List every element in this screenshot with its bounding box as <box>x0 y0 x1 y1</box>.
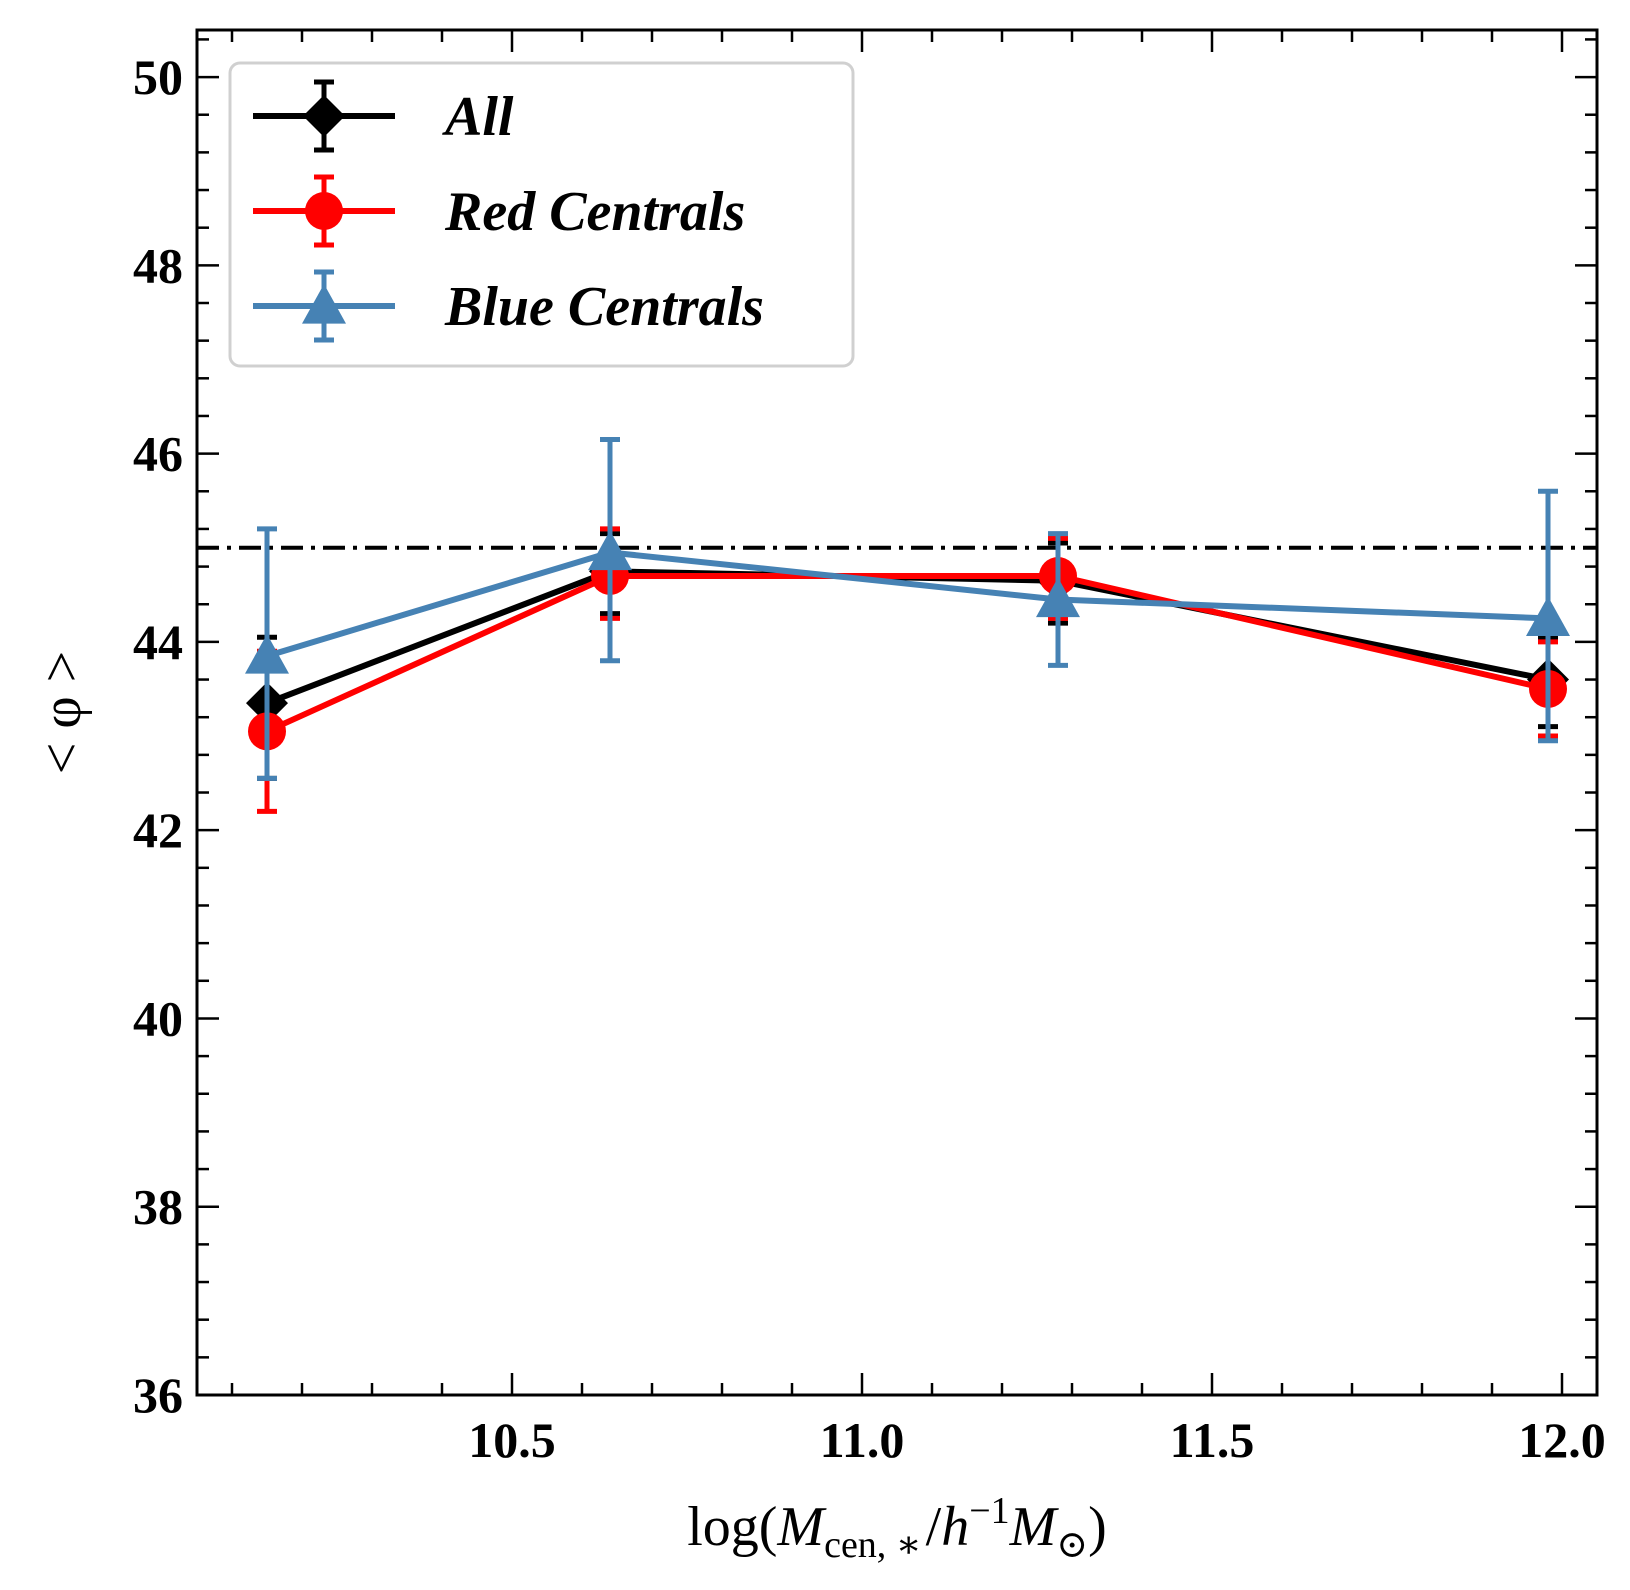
series-line <box>266 549 1549 659</box>
y-tick-label: 48 <box>133 237 183 293</box>
x-label-sub1: cen, ∗ <box>824 1524 922 1566</box>
legend-entries: All Red Centrals Blue Centrals <box>253 79 764 343</box>
x-label-prefix: log( <box>687 1496 777 1558</box>
x-tick-label: 11.0 <box>820 1412 905 1468</box>
x-tick-label: 12.0 <box>1518 1412 1606 1468</box>
legend-label: Blue Centrals <box>444 276 764 338</box>
x-label-m2: M <box>1009 1496 1060 1558</box>
x-label-slash: / <box>926 1496 942 1558</box>
legend-marker <box>305 192 343 230</box>
x-tick-label: 10.5 <box>468 1412 556 1468</box>
data-point <box>1526 596 1570 636</box>
legend-label: Red Centrals <box>444 181 745 243</box>
x-label-m: M <box>776 1496 827 1558</box>
legend-label: All <box>442 86 514 148</box>
legend-entry: All <box>253 79 514 153</box>
data-point <box>245 634 289 674</box>
ticks-layer: 10.5 11.0 11.5 12.0 36 38 40 42 44 46 48 50 <box>133 30 1606 1468</box>
plot-frame <box>195 28 1599 1397</box>
y-tick-label: 50 <box>133 49 183 105</box>
y-axis-label: < φ > <box>31 651 93 774</box>
y-tick-label: 38 <box>133 1179 183 1235</box>
y-tick-label: 36 <box>133 1367 183 1423</box>
y-tick-label: 46 <box>133 426 183 482</box>
series-layer <box>197 437 1597 814</box>
y-tick-label: 42 <box>133 802 183 858</box>
legend-marker <box>303 95 345 137</box>
y-tick-label: 44 <box>133 614 183 670</box>
legend-entry: Red Centrals <box>253 174 745 248</box>
x-label-sup: −1 <box>969 1490 1009 1532</box>
x-label-h: h <box>941 1496 969 1558</box>
legend-marker <box>302 284 346 324</box>
x-label-suffix: ) <box>1088 1496 1107 1558</box>
data-point <box>1036 577 1080 618</box>
series-blue-centrals <box>245 437 1570 781</box>
legend-entry: Blue Centrals <box>253 269 764 343</box>
y-tick-label: 40 <box>133 990 183 1046</box>
x-tick-label: 11.5 <box>1170 1412 1255 1468</box>
x-axis-label: log(Mcen, ∗/h−1M⊙) <box>687 1490 1107 1566</box>
legend-box <box>228 61 855 368</box>
data-point <box>588 530 632 571</box>
x-label-sub2: ⊙ <box>1056 1524 1088 1566</box>
legend: All Red Centrals Blue Centrals <box>228 61 855 368</box>
